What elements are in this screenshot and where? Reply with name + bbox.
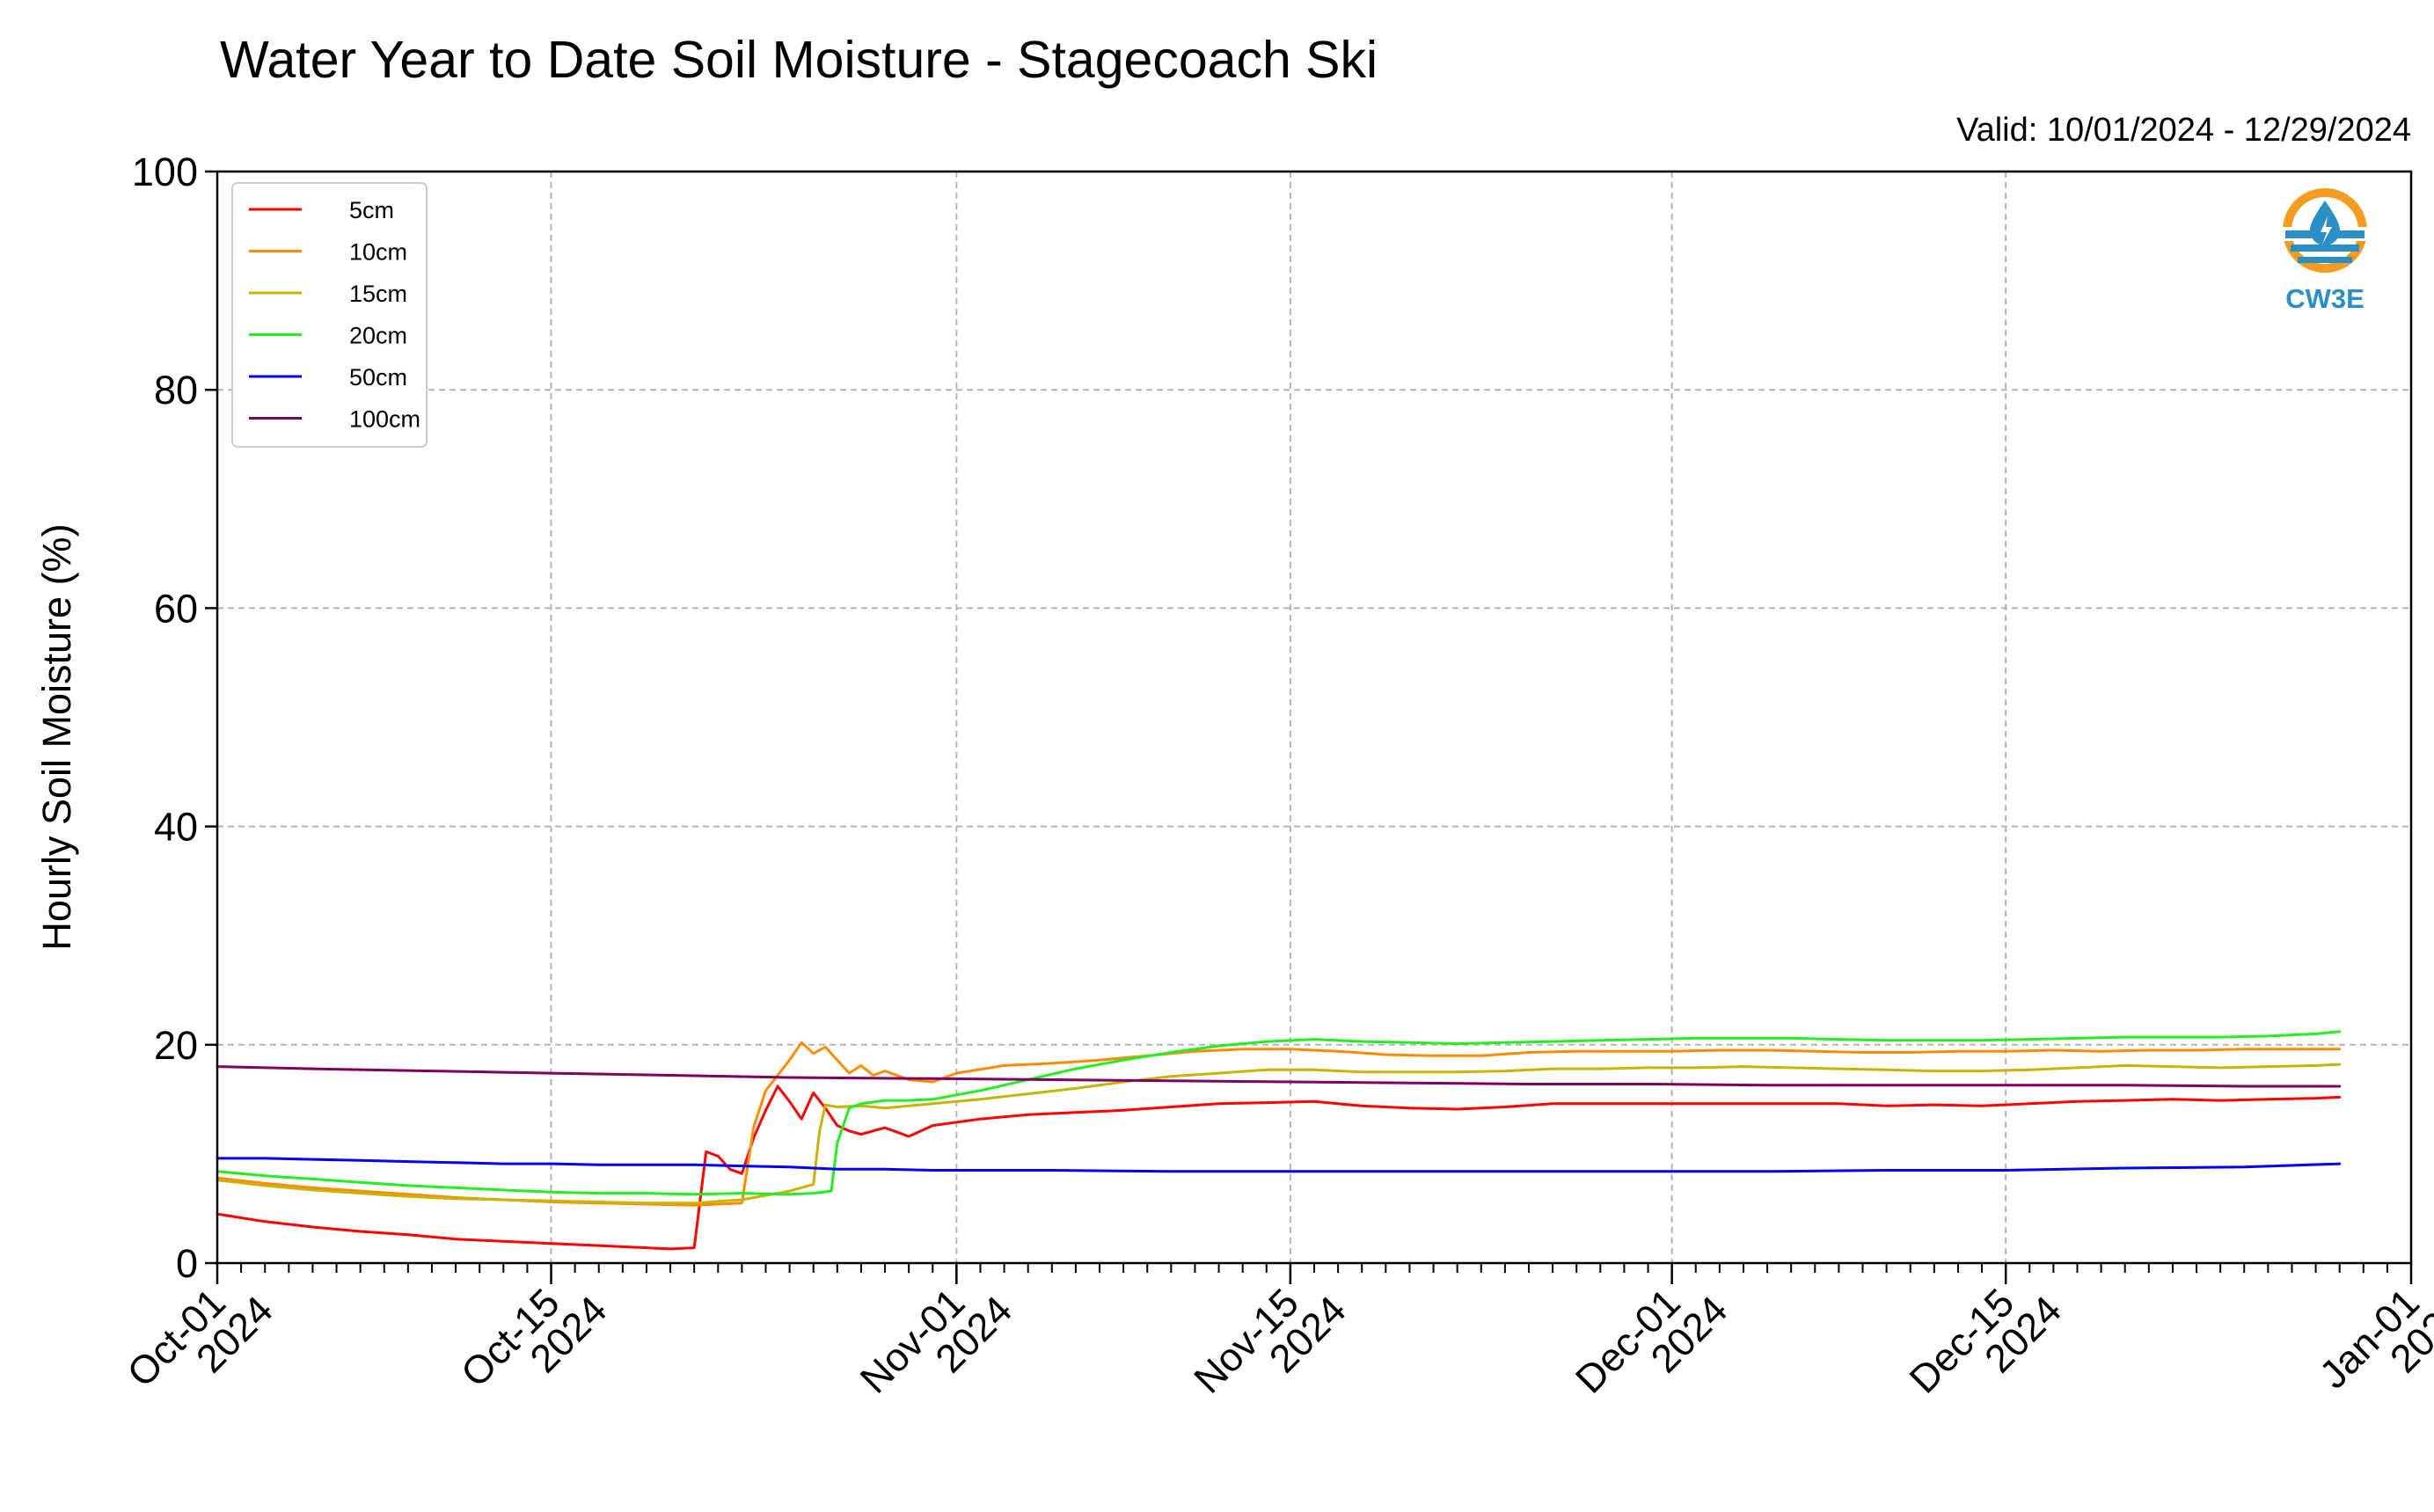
logo-bolt-icon (2321, 216, 2332, 245)
y-tick-label: 0 (176, 1241, 198, 1286)
series-line-10cm (216, 1041, 2342, 1207)
y-tick-label: 20 (154, 1023, 198, 1068)
grid-lines (217, 172, 2411, 1263)
y-tick-label: 60 (154, 586, 198, 631)
legend-box (231, 182, 428, 448)
cw3e-logo: CW3E (2281, 188, 2369, 314)
plot-frame (216, 170, 2413, 1265)
y-axis-label: Hourly Soil Moisture (%) (34, 523, 79, 950)
legend-label: 100cm (349, 406, 420, 433)
legend-label: 20cm (349, 323, 407, 349)
logo-text: CW3E (2285, 283, 2365, 314)
y-tick-label: 40 (154, 805, 198, 850)
series-line-100cm (216, 1065, 2342, 1088)
legend-label: 5cm (349, 197, 394, 223)
legend-label: 10cm (349, 239, 407, 266)
legend-label: 15cm (349, 281, 407, 307)
series-line-15cm (216, 1063, 2342, 1205)
series-lines (216, 1030, 2342, 1251)
y-tick-label: 80 (154, 368, 198, 413)
series-line-20cm (216, 1030, 2342, 1196)
series-line-50cm (216, 1157, 2342, 1173)
series-line-5cm (216, 1085, 2342, 1251)
legend: 5cm 10cm 15cm 20cm 50cm 100cm (231, 182, 428, 448)
legend-label: 50cm (349, 364, 407, 391)
chart-title: Water Year to Date Soil Moisture - Stage… (220, 31, 1378, 89)
chart-subtitle: Valid: 10/01/2024 - 12/29/2024 (1956, 112, 2411, 149)
y-tick-label: 100 (132, 150, 198, 194)
y-axis-ticks: 0 20 40 60 80 100 (132, 150, 217, 1286)
